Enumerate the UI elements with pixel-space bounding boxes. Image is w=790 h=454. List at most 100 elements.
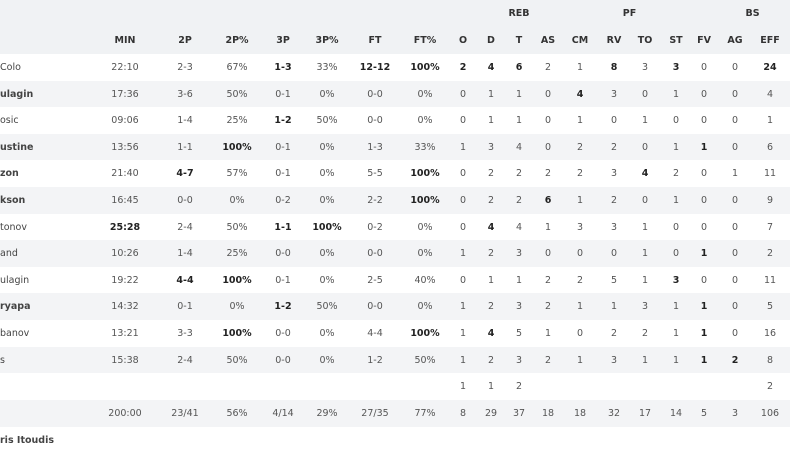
stat-cell: 1-2: [274, 301, 292, 313]
stat-cell: 0-0: [367, 88, 383, 100]
total-cell: 106: [760, 407, 780, 419]
player-name: ulagin: [0, 88, 34, 100]
stat-cell: 33%: [316, 62, 338, 73]
stat-cell: 3: [610, 88, 618, 100]
stat-cell: 4: [487, 62, 495, 73]
stat-cell: 14:32: [111, 301, 139, 313]
stat-cell: 0: [459, 195, 467, 206]
stat-cell: 1: [515, 115, 523, 127]
stat-cell: 2: [544, 301, 552, 313]
player-name: Colo: [0, 62, 21, 73]
total-cell: 32: [607, 407, 621, 419]
stat-cell: 13:21: [111, 328, 139, 339]
player-row: ustine 13:56 1-1 100% 0-1 0% 1-3 33% 1 3 4 0 2 2 0 1 1 0 6: [0, 133, 790, 161]
total-cell: 56%: [226, 407, 248, 419]
total-cell: 5: [700, 407, 708, 419]
stat-cell: 1: [487, 88, 495, 100]
player-name: and: [0, 248, 18, 260]
stat-cell: 0: [731, 195, 739, 206]
total-cell: 77%: [414, 407, 436, 419]
player-name: tonov: [0, 221, 27, 233]
stat-cell: 0: [641, 88, 649, 100]
stat-cell: 0%: [319, 354, 335, 366]
stat-cell: 2-2: [367, 195, 383, 206]
stat-cell: 1: [672, 88, 680, 100]
player-name: ustine: [0, 141, 34, 153]
stat-cell: 100%: [410, 195, 440, 206]
stat-cell: 50%: [226, 354, 248, 366]
stat-cell: 1: [515, 274, 523, 286]
stat-cell: 4-4: [176, 274, 194, 286]
stat-cell: 50%: [226, 88, 248, 100]
stat-cell: 67%: [226, 62, 248, 73]
group-header: REB: [508, 8, 530, 19]
stat-cell: 1: [487, 381, 495, 393]
stat-cell: 1: [641, 248, 649, 260]
stat-cell: 2: [576, 141, 584, 153]
stat-cell: 0: [731, 88, 739, 100]
stat-cell: 50%: [226, 221, 248, 233]
stat-cell: 100%: [410, 328, 440, 339]
stat-cell: 13:56: [111, 141, 139, 153]
stat-cell: 0-0: [367, 301, 383, 313]
total-cell: 27/35: [361, 407, 389, 419]
team-row: 1 1 2 2: [0, 373, 790, 401]
stat-cell: 1: [672, 354, 680, 366]
stat-cell: 1-2: [274, 115, 292, 127]
stat-cell: 2: [487, 168, 495, 180]
column-header: FT%: [413, 35, 437, 46]
player-row: kson 16:45 0-0 0% 0-2 0% 2-2 100% 0 2 2 6 1 2 0 1 0 0 9: [0, 187, 790, 214]
coach: ris Itoudis: [0, 435, 54, 446]
stat-cell: 0%: [319, 141, 335, 153]
stat-cell: 100%: [312, 221, 342, 233]
column-header: 3P%: [315, 35, 339, 46]
stat-cell: 0-1: [275, 141, 291, 153]
stat-cell: 0%: [417, 221, 433, 233]
total-cell: 23/41: [171, 407, 199, 419]
stat-cell: 0%: [417, 301, 433, 313]
total-cell: 200:00: [108, 407, 142, 419]
column-header: O: [458, 35, 468, 46]
stat-cell: 3: [610, 168, 618, 180]
stat-cell: 1: [515, 88, 523, 100]
stat-cell: 2: [515, 381, 523, 393]
stat-cell: 0: [731, 301, 739, 313]
stat-cell: 3: [610, 221, 618, 233]
total-cell: 14: [669, 407, 683, 419]
stat-cell: 0: [731, 221, 739, 233]
stat-cell: 0: [700, 62, 708, 73]
stat-cell: 4-4: [367, 328, 383, 339]
stat-cell: 2: [544, 274, 552, 286]
stat-cell: 0: [700, 168, 708, 180]
column-header: FT: [368, 35, 382, 46]
stat-cell: 3: [610, 354, 618, 366]
player-row: tonov 25:28 2-4 50% 1-1 100% 0-2 0% 0 4 4 1 3 3 1 0 0 0 7: [0, 213, 790, 241]
stat-cell: 1: [544, 221, 552, 233]
player-row: zon 21:40 4-7 57% 0-1 0% 5-5 100% 0 2 2 2 2 3 4 2 0 1 11: [0, 160, 790, 188]
stat-cell: 0: [731, 141, 739, 153]
stat-cell: 2-5: [367, 274, 383, 286]
stat-cell: 4: [641, 168, 649, 180]
stat-cell: 0: [672, 221, 680, 233]
stat-cell: 2: [487, 195, 495, 206]
stat-cell: 1: [766, 115, 774, 127]
stat-cell: 1: [576, 301, 584, 313]
stat-cell: 1-1: [177, 141, 193, 153]
stat-cell: 2: [544, 62, 552, 73]
stat-cell: 1: [487, 274, 495, 286]
total-cell: 18: [541, 407, 555, 419]
stat-cell: 1: [641, 115, 649, 127]
stat-cell: 2: [544, 168, 552, 180]
stat-cell: 1: [700, 248, 708, 260]
stat-cell: 0: [459, 115, 467, 127]
stat-cell: 6: [544, 195, 552, 206]
stat-cell: 3: [515, 301, 523, 313]
stat-cell: 2: [576, 168, 584, 180]
stat-cell: 16: [763, 328, 777, 339]
stat-cell: 1: [641, 354, 649, 366]
total-cell: 18: [573, 407, 587, 419]
stat-cell: 1: [672, 328, 680, 339]
total-cell: 29: [484, 407, 498, 419]
player-name: banov: [0, 328, 30, 339]
stat-cell: 3: [672, 274, 680, 286]
